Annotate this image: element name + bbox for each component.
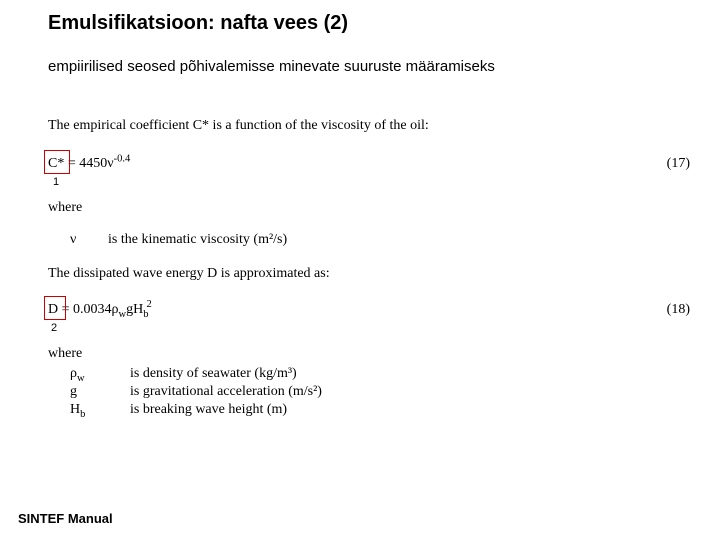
eq17-number: (17): [667, 156, 690, 172]
def-g-symbol: g: [70, 384, 77, 400]
eq18-rho-sub: w: [119, 309, 127, 320]
def-rho-base: ρ: [70, 366, 77, 381]
highlight-box-1-label: 1: [46, 176, 66, 188]
def-rho-sub: w: [77, 373, 85, 384]
where-1: where: [48, 200, 82, 216]
eq18-H-sub: b: [143, 309, 148, 320]
eq18-H-sup: 2: [146, 299, 151, 310]
highlight-box-2-label: 2: [44, 322, 64, 334]
def-hb-text: is breaking wave height (m): [130, 402, 287, 418]
intro-text-1: The empirical coefficient C* is a functi…: [48, 118, 429, 134]
def-g-text: is gravitational acceleration (m/s²): [130, 384, 322, 400]
def-hb-sub: b: [80, 409, 85, 420]
def-nu-text: is the kinematic viscosity (m²/s): [108, 232, 287, 248]
eq18-H: H: [133, 302, 143, 317]
def-nu-symbol: ν: [70, 232, 76, 248]
highlight-box-1: [44, 150, 70, 174]
def-hb-base: H: [70, 402, 80, 417]
eq17-coef: 4450: [79, 156, 107, 171]
eq18-number: (18): [667, 302, 690, 318]
def-hb-symbol: Hb: [70, 402, 85, 418]
highlight-box-2: [44, 296, 66, 320]
footer-source: SINTEF Manual: [18, 511, 113, 526]
slide-page: Emulsifikatsioon: nafta vees (2) empiiri…: [0, 0, 720, 540]
eq18-coef: 0.0034: [73, 302, 112, 317]
page-subtitle: empiirilised seosed põhivalemisse mineva…: [48, 58, 495, 75]
where-2: where: [48, 346, 82, 362]
def-rho-text: is density of seawater (kg/m³): [130, 366, 297, 382]
eq17-exp: -0.4: [114, 153, 131, 164]
def-rho-symbol: ρw: [70, 366, 85, 382]
page-title: Emulsifikatsioon: nafta vees (2): [48, 12, 348, 35]
eq18-rho: ρ: [112, 302, 119, 317]
intro-text-2: The dissipated wave energy D is approxim…: [48, 266, 330, 282]
